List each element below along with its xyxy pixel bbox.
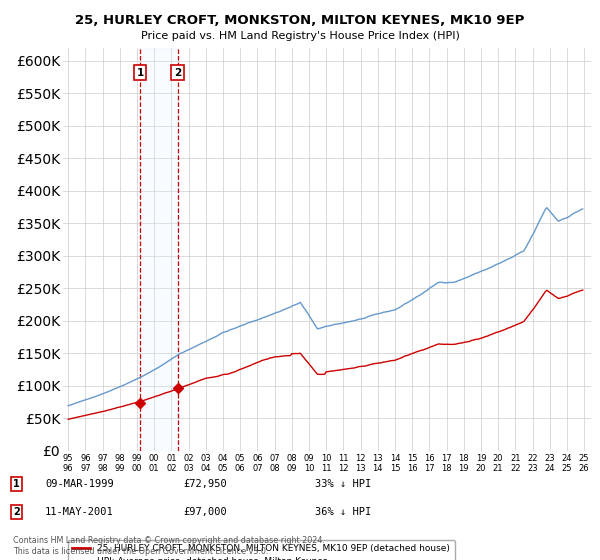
Text: 1: 1 <box>13 479 20 489</box>
Text: Contains HM Land Registry data © Crown copyright and database right 2024.
This d: Contains HM Land Registry data © Crown c… <box>13 536 325 556</box>
Legend: 25, HURLEY CROFT, MONKSTON, MILTON KEYNES, MK10 9EP (detached house), HPI: Avera: 25, HURLEY CROFT, MONKSTON, MILTON KEYNE… <box>68 540 455 560</box>
Text: 36% ↓ HPI: 36% ↓ HPI <box>315 507 371 517</box>
Text: 33% ↓ HPI: 33% ↓ HPI <box>315 479 371 489</box>
Bar <box>140 48 178 451</box>
Text: 25, HURLEY CROFT, MONKSTON, MILTON KEYNES, MK10 9EP: 25, HURLEY CROFT, MONKSTON, MILTON KEYNE… <box>76 14 524 27</box>
Text: £72,950: £72,950 <box>183 479 227 489</box>
Text: 11-MAY-2001: 11-MAY-2001 <box>45 507 114 517</box>
Text: 09-MAR-1999: 09-MAR-1999 <box>45 479 114 489</box>
Text: Price paid vs. HM Land Registry's House Price Index (HPI): Price paid vs. HM Land Registry's House … <box>140 31 460 41</box>
Text: £97,000: £97,000 <box>183 507 227 517</box>
Text: 2: 2 <box>174 68 181 78</box>
Text: 2: 2 <box>13 507 20 517</box>
Text: 1: 1 <box>136 68 143 78</box>
